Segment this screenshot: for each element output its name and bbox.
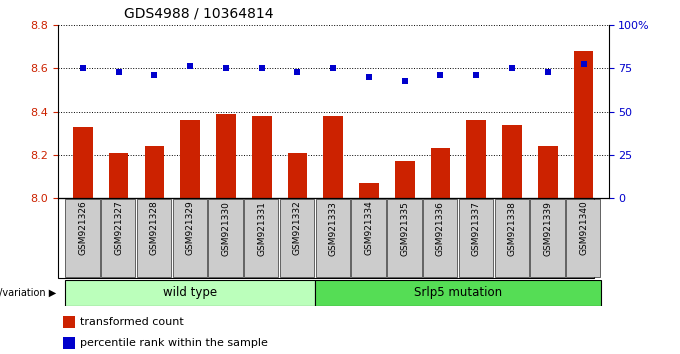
Bar	[316, 280, 601, 306]
Point	[364, 74, 375, 80]
Text: GSM921331: GSM921331	[257, 201, 266, 256]
Bar	[252, 116, 271, 198]
Bar	[430, 148, 450, 198]
Point	[578, 61, 589, 67]
Bar	[316, 199, 350, 277]
Bar	[395, 161, 415, 198]
Bar	[73, 127, 92, 198]
Text: GSM921332: GSM921332	[293, 201, 302, 255]
Bar	[574, 51, 594, 198]
Point	[292, 70, 303, 75]
Text: GSM921328: GSM921328	[150, 201, 159, 255]
Bar	[494, 199, 529, 277]
Bar	[459, 199, 493, 277]
Bar	[503, 125, 522, 198]
Bar	[387, 199, 422, 277]
Bar	[180, 120, 200, 198]
Point	[543, 70, 554, 75]
Bar	[352, 199, 386, 277]
Bar	[566, 199, 600, 277]
Text: GSM921338: GSM921338	[507, 201, 517, 256]
Bar	[466, 120, 486, 198]
Bar	[208, 199, 243, 277]
Text: GSM921336: GSM921336	[436, 201, 445, 256]
Bar	[109, 153, 129, 198]
Bar	[65, 280, 316, 306]
Text: GSM921326: GSM921326	[78, 201, 87, 255]
Text: transformed count: transformed count	[80, 317, 184, 327]
Point	[435, 72, 446, 78]
Bar	[145, 146, 164, 198]
Bar	[530, 199, 564, 277]
Bar	[288, 153, 307, 198]
Bar	[324, 116, 343, 198]
Text: GSM921327: GSM921327	[114, 201, 123, 255]
Bar	[63, 337, 75, 348]
Point	[78, 65, 88, 71]
Bar	[101, 199, 135, 277]
Text: Srlp5 mutation: Srlp5 mutation	[414, 286, 503, 299]
Text: GSM921334: GSM921334	[364, 201, 373, 255]
Bar	[280, 199, 314, 277]
Bar	[216, 114, 236, 198]
Text: wild type: wild type	[163, 286, 217, 299]
Point	[399, 78, 410, 84]
Text: GSM921337: GSM921337	[472, 201, 481, 256]
Text: GSM921340: GSM921340	[579, 201, 588, 255]
Point	[328, 65, 339, 71]
Text: percentile rank within the sample: percentile rank within the sample	[80, 338, 268, 348]
Bar	[538, 146, 558, 198]
Bar	[423, 199, 458, 277]
Text: GDS4988 / 10364814: GDS4988 / 10364814	[124, 7, 273, 21]
Point	[256, 65, 267, 71]
Point	[149, 72, 160, 78]
Point	[185, 63, 196, 69]
Point	[471, 72, 481, 78]
Bar	[63, 316, 75, 328]
Text: GSM921339: GSM921339	[543, 201, 552, 256]
Point	[113, 70, 124, 75]
Text: GSM921330: GSM921330	[222, 201, 231, 256]
Text: genotype/variation ▶: genotype/variation ▶	[0, 288, 56, 298]
Point	[220, 65, 231, 71]
Bar	[173, 199, 207, 277]
Bar	[137, 199, 171, 277]
Text: GSM921335: GSM921335	[401, 201, 409, 256]
Bar	[244, 199, 279, 277]
Bar	[359, 183, 379, 198]
Point	[507, 65, 517, 71]
Text: GSM921329: GSM921329	[186, 201, 194, 255]
Bar	[65, 199, 100, 277]
Text: GSM921333: GSM921333	[328, 201, 338, 256]
